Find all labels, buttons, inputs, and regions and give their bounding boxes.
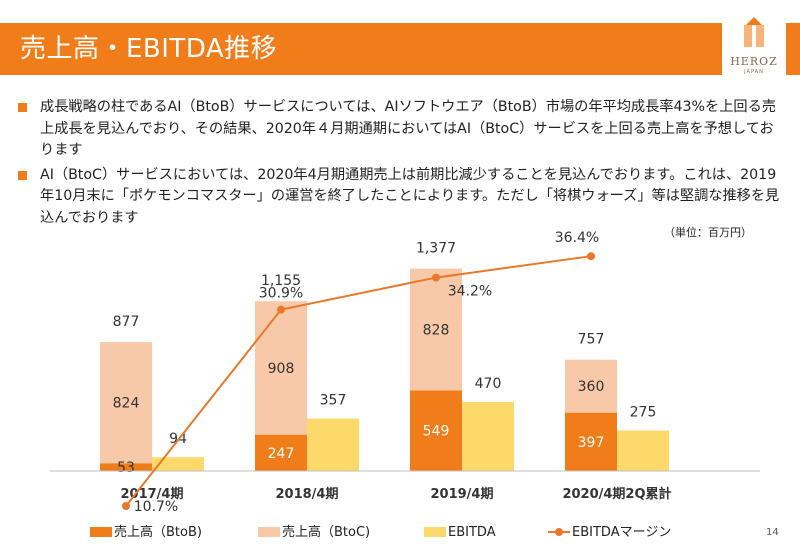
x-tick-label: 2018/4期 <box>276 487 339 502</box>
x-tick-label: 2019/4期 <box>431 487 494 502</box>
logo-emblem-icon <box>744 17 764 47</box>
legend-item-margin: EBITDAマージン <box>548 525 671 541</box>
label-btob: 247 <box>268 446 295 462</box>
bar-btob <box>410 390 462 471</box>
bar-btob <box>255 434 307 471</box>
label-btoc: 908 <box>268 361 295 377</box>
legend-item-ebitda: EBITDA <box>424 525 496 541</box>
label-btob: 397 <box>578 435 605 451</box>
point-ebitda-margin <box>587 252 595 261</box>
bar-btoc <box>565 359 617 413</box>
x-tick-label: 2020/4期2Q累計 <box>562 486 671 502</box>
heroz-logo: HEROZ JAPAN <box>722 11 786 89</box>
legend-item-btob: 売上高（BtoB) <box>90 525 202 541</box>
point-ebitda-margin <box>122 501 130 510</box>
bullet-square-icon <box>18 170 27 180</box>
page-title: 売上高・EBITDA推移 <box>20 34 278 64</box>
logo-subtext: JAPAN <box>744 69 764 75</box>
label-btoc: 824 <box>113 396 140 412</box>
bar-ebitda <box>617 430 669 471</box>
bar-btoc <box>255 301 307 435</box>
legend-item-btoc: 売上高（BtoC) <box>258 525 370 541</box>
bar-ebitda <box>462 401 514 471</box>
label-total: 757 <box>578 332 605 348</box>
x-tick-label: 2017/4期 <box>121 487 184 502</box>
unit-note: （単位：百万円） <box>664 226 752 239</box>
legend-label: 売上高（BtoC) <box>282 525 371 540</box>
legend-swatch-btoc <box>258 526 280 537</box>
label-total: 877 <box>113 314 140 330</box>
legend-swatch-btob <box>90 526 112 537</box>
legend-label: EBITDA <box>448 525 496 540</box>
bar-ebitda <box>152 457 204 471</box>
logo-text: HEROZ <box>730 55 778 68</box>
bar-btoc <box>410 268 462 391</box>
legend-label: EBITDAマージン <box>572 525 672 540</box>
chart-legend: 売上高（BtoB) 売上高（BtoC) EBITDA EBITDAマージン <box>0 525 800 545</box>
label-btob: 549 <box>423 424 450 440</box>
label-ebitda-margin: 30.9% <box>259 286 303 302</box>
line-ebitda-margin <box>125 255 592 507</box>
label-ebitda-margin: 10.7% <box>134 499 178 515</box>
legend-swatch-margin <box>548 527 570 537</box>
label-ebitda: 470 <box>475 376 502 392</box>
point-ebitda-margin <box>432 273 440 282</box>
label-ebitda: 275 <box>630 405 657 421</box>
bullet-item: 成長戦略の柱であるAI（BtoB）サービスについては、AIソフトウエア（BtoB… <box>14 97 784 162</box>
label-btob: 53 <box>117 460 135 476</box>
bullet-item: AI（BtoC）サービスにおいては、2020年4月期通期売上は前期比減少すること… <box>14 165 784 230</box>
label-ebitda: 357 <box>320 393 347 409</box>
bullet-text: AI（BtoC）サービスにおいては、2020年4月期通期売上は前期比減少すること… <box>40 166 780 226</box>
label-ebitda-margin: 36.4% <box>555 230 599 246</box>
bar-btoc <box>100 342 152 464</box>
point-ebitda-margin <box>277 305 285 314</box>
label-total: 1,155 <box>261 273 301 289</box>
bar-btob <box>100 463 152 471</box>
bullet-list: 成長戦略の柱であるAI（BtoB）サービスについては、AIソフトウエア（BtoB… <box>14 97 784 232</box>
label-total: 1,377 <box>416 241 456 257</box>
title-bar: 売上高・EBITDA推移 HEROZ JAPAN <box>0 11 800 89</box>
label-btoc: 360 <box>578 379 605 395</box>
bar-ebitda <box>307 418 359 471</box>
bullet-square-icon <box>18 103 27 112</box>
legend-swatch-ebitda <box>424 526 446 537</box>
legend-label: 売上高（BtoB) <box>114 525 202 540</box>
bar-btob <box>565 412 617 471</box>
page-number: 14 <box>766 527 779 538</box>
label-ebitda-margin: 34.2% <box>448 284 492 300</box>
bullet-text: 成長戦略の柱であるAI（BtoB）サービスについては、AIソフトウエア（BtoB… <box>40 99 776 158</box>
label-btoc: 828 <box>423 322 450 338</box>
